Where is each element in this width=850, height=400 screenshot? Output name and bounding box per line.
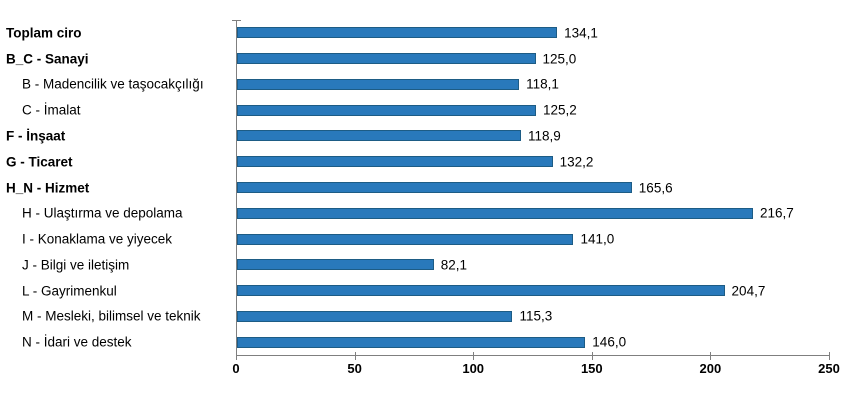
bar	[237, 130, 522, 142]
category-label: G - Ticaret	[6, 153, 73, 169]
bar	[237, 27, 558, 39]
bar	[237, 156, 553, 168]
x-axis-line	[236, 355, 829, 356]
x-axis-tick-label: 100	[462, 361, 485, 376]
x-axis-tick-label: 250	[818, 361, 840, 376]
category-label: M - Mesleki, bilimsel ve teknik	[22, 308, 201, 324]
x-axis-tick	[591, 352, 593, 360]
category-label: J - Bilgi ve iletişim	[22, 257, 130, 273]
category-label: Toplam ciro	[6, 25, 82, 41]
x-axis-tick-label: 50	[347, 361, 362, 376]
category-label: B - Madencilik ve taşocakçılığı	[22, 76, 204, 92]
bar	[237, 104, 536, 116]
category-label: H_N - Hizmet	[6, 179, 90, 195]
value-label: 216,7	[760, 205, 794, 221]
x-axis-tick	[829, 352, 830, 360]
x-axis-tick-label: 150	[580, 361, 603, 376]
bar	[237, 53, 536, 65]
y-axis-top-tick	[232, 20, 241, 21]
value-label: 118,9	[528, 128, 561, 144]
category-label: B_C - Sanayi	[6, 50, 89, 66]
bar	[237, 336, 586, 348]
bar	[237, 259, 434, 271]
x-axis-tick	[473, 352, 475, 360]
value-label: 125,2	[542, 102, 577, 118]
bar	[237, 182, 632, 193]
category-label: N - İdari ve destek	[22, 334, 132, 350]
value-label: 141,0	[580, 231, 615, 247]
value-label: 118,1	[526, 76, 559, 92]
y-axis-line	[236, 20, 237, 355]
value-label: 146,0	[592, 334, 627, 350]
bar	[237, 78, 520, 90]
bar	[237, 310, 513, 322]
value-label: 125,0	[542, 50, 577, 66]
bar	[237, 233, 574, 245]
value-label: 132,2	[559, 153, 594, 169]
category-label: F - İnşaat	[6, 128, 66, 144]
bar	[237, 207, 753, 219]
value-label: 82,1	[440, 257, 468, 273]
value-label: 204,7	[731, 282, 766, 298]
x-axis-tick-label: 200	[699, 361, 722, 376]
x-axis-tick	[354, 352, 356, 360]
value-label: 165,6	[638, 179, 673, 195]
category-label: I - Konaklama ve yiyecek	[22, 231, 173, 247]
bar	[237, 285, 725, 297]
category-label: H - Ulaştırma ve depolama	[22, 205, 183, 221]
value-label: 134,1	[564, 25, 598, 41]
x-axis-tick-label: 0	[232, 361, 240, 376]
x-axis-tick	[236, 352, 237, 360]
category-label: C - İmalat	[22, 102, 81, 118]
plot-area: 134,1 125,0 118,1 125,2 118,9 132,2 165,6 216,7…	[232, 20, 840, 375]
x-axis-tick	[710, 352, 712, 360]
category-label: L - Gayrimenkul	[22, 282, 117, 298]
value-label: 115,3	[519, 308, 553, 324]
